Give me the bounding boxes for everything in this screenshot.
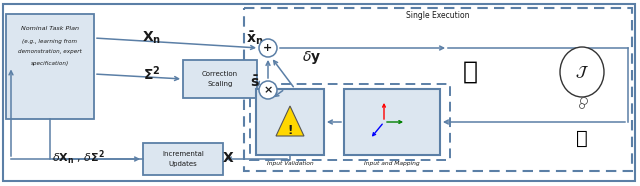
Circle shape <box>259 81 277 99</box>
Text: $\mathbf{\bar{s}}$: $\mathbf{\bar{s}}$ <box>250 74 260 90</box>
Text: Scaling: Scaling <box>207 81 233 87</box>
Text: Input and Mapping: Input and Mapping <box>364 161 420 166</box>
Text: ×: × <box>263 85 273 95</box>
Text: $\mathbf{X}$: $\mathbf{X}$ <box>222 151 234 165</box>
Bar <box>143 143 223 175</box>
Bar <box>256 89 324 155</box>
Text: $\mathbf{\Sigma^2}$: $\mathbf{\Sigma^2}$ <box>143 65 161 83</box>
Text: Updates: Updates <box>168 161 197 167</box>
Bar <box>6 14 94 119</box>
Text: (e.g., learning from: (e.g., learning from <box>22 39 77 44</box>
Bar <box>344 89 440 155</box>
Ellipse shape <box>560 47 604 97</box>
Circle shape <box>580 97 588 105</box>
Text: Nominal Task Plan: Nominal Task Plan <box>21 25 79 31</box>
Text: !: ! <box>287 124 292 137</box>
Text: $\mathbf{\bar{x}_n}$: $\mathbf{\bar{x}_n}$ <box>246 29 264 47</box>
Bar <box>183 60 257 98</box>
Circle shape <box>579 103 584 108</box>
Text: $\delta\mathbf{y}$: $\delta\mathbf{y}$ <box>302 49 322 67</box>
Text: $\delta\mathbf{X_n}$ , $\delta\mathbf{\Sigma^2}$: $\delta\mathbf{X_n}$ , $\delta\mathbf{\S… <box>52 149 106 167</box>
Text: 🧍: 🧍 <box>576 129 588 147</box>
Text: +: + <box>264 43 273 53</box>
Text: specification): specification) <box>31 60 69 65</box>
Polygon shape <box>276 106 304 136</box>
Text: 🦾: 🦾 <box>463 60 477 84</box>
Text: Input Validation: Input Validation <box>267 161 314 166</box>
Bar <box>244 8 632 171</box>
Text: Single Execution: Single Execution <box>406 12 470 20</box>
Text: Incremental: Incremental <box>162 151 204 157</box>
Circle shape <box>259 39 277 57</box>
Text: $\mathcal{J}$: $\mathcal{J}$ <box>575 64 589 80</box>
Bar <box>250 84 450 160</box>
Text: $\mathbf{X_n}$: $\mathbf{X_n}$ <box>143 30 161 46</box>
Text: Correction: Correction <box>202 71 238 77</box>
Text: demonstration, expert: demonstration, expert <box>18 49 82 54</box>
